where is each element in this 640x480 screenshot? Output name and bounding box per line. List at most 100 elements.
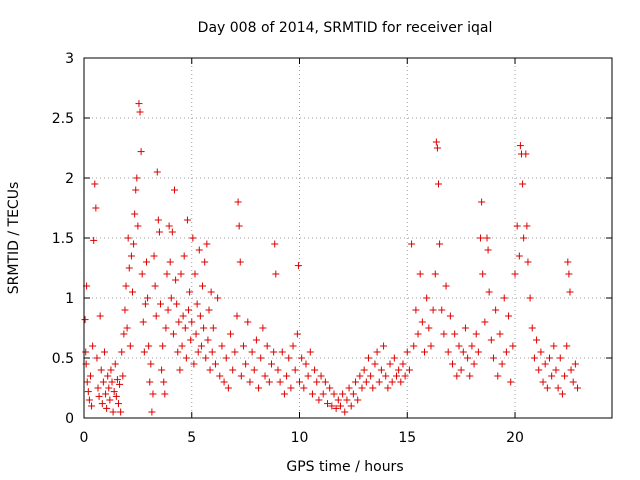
data-point — [248, 348, 256, 356]
data-point — [91, 180, 99, 188]
x-tick-label: 15 — [398, 430, 416, 446]
data-point — [227, 330, 235, 338]
data-point — [97, 366, 105, 374]
data-point — [328, 402, 336, 410]
data-point — [317, 372, 325, 380]
data-point — [89, 342, 97, 350]
data-point — [135, 100, 143, 108]
data-point — [571, 360, 579, 368]
data-point — [432, 138, 440, 146]
y-tick-label: 1 — [65, 291, 74, 307]
data-point — [182, 354, 190, 362]
data-point — [261, 372, 269, 380]
data-point — [140, 348, 148, 356]
data-point — [287, 384, 295, 392]
data-point — [158, 366, 166, 374]
data-point — [270, 348, 278, 356]
data-point — [358, 384, 366, 392]
data-point — [554, 384, 562, 392]
data-point — [204, 336, 212, 344]
data-point — [267, 360, 275, 368]
data-point — [130, 240, 138, 248]
data-point — [401, 372, 409, 380]
data-point — [190, 360, 198, 368]
data-point — [183, 216, 191, 224]
data-point — [326, 384, 334, 392]
data-point — [194, 348, 202, 356]
data-point — [112, 392, 120, 400]
data-point — [382, 372, 390, 380]
data-point — [145, 342, 153, 350]
data-point — [155, 228, 163, 236]
data-point — [224, 384, 232, 392]
data-point — [321, 378, 329, 386]
data-point — [211, 360, 219, 368]
data-point — [457, 366, 465, 374]
data-point — [205, 306, 213, 314]
data-point — [375, 378, 383, 386]
data-point — [278, 348, 286, 356]
data-point — [131, 210, 139, 218]
data-point — [272, 270, 280, 278]
data-point — [433, 144, 441, 152]
data-point — [564, 258, 572, 266]
data-point — [142, 258, 150, 266]
data-point — [371, 360, 379, 368]
data-point — [319, 390, 327, 398]
data-point — [110, 388, 118, 396]
data-point — [81, 316, 89, 324]
data-point — [569, 378, 577, 386]
data-point — [257, 354, 265, 362]
data-point — [141, 300, 149, 308]
data-point — [100, 348, 108, 356]
data-point — [449, 360, 457, 368]
data-point — [546, 354, 554, 362]
data-point — [550, 342, 558, 350]
data-point — [280, 390, 288, 398]
data-point — [315, 396, 323, 404]
data-point — [537, 348, 545, 356]
data-point — [165, 222, 173, 230]
data-point — [163, 270, 171, 278]
data-point — [296, 378, 304, 386]
data-point — [162, 324, 170, 332]
data-point — [208, 348, 216, 356]
data-point — [104, 372, 112, 380]
data-point — [330, 390, 338, 398]
data-point — [96, 312, 104, 320]
data-point — [172, 276, 180, 284]
data-point — [116, 380, 124, 388]
data-point — [121, 306, 129, 314]
data-point — [159, 342, 167, 350]
data-point — [82, 348, 90, 356]
grid — [84, 58, 612, 418]
data-point — [298, 354, 306, 362]
data-point — [173, 300, 181, 308]
data-point — [399, 360, 407, 368]
data-point — [164, 306, 172, 314]
data-point — [293, 330, 301, 338]
data-point — [477, 234, 485, 242]
data-point — [511, 270, 519, 278]
data-point — [180, 252, 188, 260]
data-point — [509, 342, 517, 350]
data-point — [202, 354, 210, 362]
data-point — [127, 252, 135, 260]
data-point — [242, 360, 250, 368]
data-point — [151, 282, 159, 290]
data-point — [160, 378, 168, 386]
data-point — [444, 348, 452, 356]
data-point — [237, 372, 245, 380]
data-point — [195, 246, 203, 254]
data-point — [90, 236, 98, 244]
data-point — [502, 348, 510, 356]
data-point — [377, 366, 385, 374]
data-point — [541, 360, 549, 368]
data-point — [356, 372, 364, 380]
data-point — [308, 390, 316, 398]
data-point — [109, 408, 117, 416]
data-point — [414, 330, 422, 338]
data-point — [137, 148, 145, 156]
data-point — [187, 336, 195, 344]
data-point — [485, 288, 493, 296]
